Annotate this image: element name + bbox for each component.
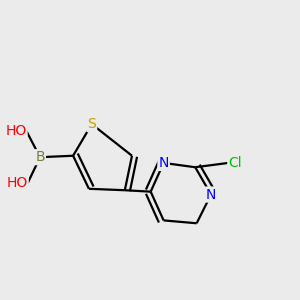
Text: Cl: Cl: [228, 156, 242, 170]
Text: N: N: [158, 156, 169, 170]
Text: HO: HO: [5, 124, 26, 138]
Text: HO: HO: [6, 176, 28, 190]
Text: S: S: [87, 117, 96, 131]
Text: N: N: [206, 188, 216, 202]
Text: B: B: [35, 150, 45, 164]
